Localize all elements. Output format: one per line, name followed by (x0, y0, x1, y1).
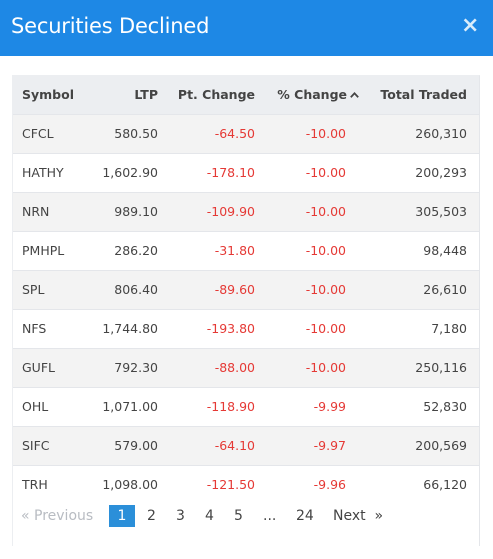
cell-pct-change: -10.00 (305, 204, 346, 219)
pagination-previous[interactable]: « Previous (21, 508, 94, 524)
cell-ltp: 1,071.00 (102, 399, 158, 414)
cell-pct-change: -9.96 (313, 477, 346, 493)
securities-table-panel: Symbol LTP Pt. Change % Change Total Tra… (12, 75, 480, 546)
column-header-pt-change[interactable]: Pt. Change (177, 87, 255, 103)
table-row[interactable]: SPL 806.40 -89.60 -10.00 26,610 (13, 270, 479, 309)
cell-ltp: 792.30 (114, 360, 158, 375)
cell-pt-change: -121.50 (206, 477, 255, 493)
cell-total-traded: 250,116 (415, 360, 467, 375)
pagination: « Previous 1 2 3 4 5 ... 24 Next » (12, 505, 478, 527)
cell-pct-change: -9.97 (313, 438, 346, 453)
table-row[interactable]: OHL 1,071.00 -118.90 -9.99 52,830 (13, 387, 479, 426)
column-header-ltp[interactable]: LTP (134, 87, 158, 103)
pagination-page-4[interactable]: 4 (205, 508, 214, 524)
cell-ltp: 286.20 (114, 243, 158, 258)
pagination-page-1[interactable]: 1 (109, 505, 135, 527)
column-header-total-traded[interactable]: Total Traded (380, 87, 467, 103)
cell-pct-change: -10.00 (305, 321, 346, 336)
cell-pct-change: -10.00 (305, 360, 346, 375)
cell-total-traded: 98,448 (423, 243, 467, 258)
table-row[interactable]: GUFL 792.30 -88.00 -10.00 250,116 (13, 348, 479, 387)
column-header-pct-change[interactable]: % Change (255, 76, 359, 114)
cell-ltp: 806.40 (114, 282, 158, 297)
table-body: CFCL 580.50 -64.50 -10.00 260,310 HATHY 1,602.… (13, 114, 479, 504)
table-row[interactable]: PMHPL 286.20 -31.80 -10.00 98,448 (13, 231, 479, 270)
pagination-page-3[interactable]: 3 (176, 508, 185, 524)
cell-pct-change: -10.00 (305, 243, 346, 258)
cell-symbol: PMHPL (22, 243, 65, 258)
cell-symbol: SIFC (22, 438, 50, 453)
modal-title: Securities Declined (11, 14, 210, 38)
pagination-page-last[interactable]: 24 (296, 508, 314, 524)
table-row[interactable]: HATHY 1,602.90 -178.10 -10.00 200,293 (13, 153, 479, 192)
pagination-page-5[interactable]: 5 (234, 508, 243, 524)
cell-symbol: NRN (22, 204, 50, 219)
column-header-pct-change-label: % Change (277, 87, 347, 103)
cell-ltp: 579.00 (114, 438, 158, 453)
cell-pt-change: -178.10 (206, 165, 255, 180)
pagination-ellipsis: ... (263, 508, 277, 524)
close-icon[interactable]: × (461, 13, 480, 38)
table-row[interactable]: SIFC 579.00 -64.10 -9.97 200,569 (13, 426, 479, 465)
cell-total-traded: 305,503 (415, 204, 467, 219)
cell-ltp: 1,744.80 (102, 321, 158, 336)
column-header-symbol[interactable]: Symbol (22, 87, 74, 103)
cell-ltp: 989.10 (114, 204, 158, 219)
pagination-page-2[interactable]: 2 (147, 508, 156, 524)
cell-total-traded: 260,310 (415, 126, 467, 141)
cell-pt-change: -64.50 (214, 126, 255, 141)
cell-symbol: GUFL (22, 360, 55, 375)
cell-pct-change: -10.00 (305, 126, 346, 141)
cell-total-traded: 52,830 (423, 399, 467, 414)
cell-pt-change: -193.80 (206, 321, 255, 336)
cell-total-traded: 200,293 (415, 165, 467, 180)
cell-symbol: SPL (22, 282, 45, 297)
cell-symbol: HATHY (22, 165, 64, 180)
modal-header: Securities Declined × (0, 0, 493, 56)
table-row[interactable]: TRH 1,098.00 -121.50 -9.96 66,120 (13, 465, 479, 504)
table-row[interactable]: NFS 1,744.80 -193.80 -10.00 7,180 (13, 309, 479, 348)
cell-symbol: CFCL (22, 126, 54, 141)
cell-ltp: 1,602.90 (102, 165, 158, 180)
cell-pt-change: -109.90 (206, 204, 255, 219)
cell-pt-change: -89.60 (214, 282, 255, 297)
cell-total-traded: 26,610 (423, 282, 467, 297)
cell-pt-change: -64.10 (214, 438, 255, 453)
securities-table: Symbol LTP Pt. Change % Change Total Tra… (13, 76, 479, 504)
cell-pt-change: -88.00 (214, 360, 255, 375)
cell-ltp: 1,098.00 (102, 477, 158, 493)
cell-pt-change: -118.90 (206, 399, 255, 414)
cell-pct-change: -9.99 (313, 399, 346, 414)
cell-pt-change: -31.80 (214, 243, 255, 258)
cell-total-traded: 7,180 (431, 321, 467, 336)
cell-symbol: NFS (22, 321, 47, 336)
cell-pct-change: -10.00 (305, 165, 346, 180)
table-row[interactable]: NRN 989.10 -109.90 -10.00 305,503 (13, 192, 479, 231)
cell-total-traded: 200,569 (415, 438, 467, 453)
cell-symbol: OHL (22, 399, 49, 414)
cell-ltp: 580.50 (114, 126, 158, 141)
table-row[interactable]: CFCL 580.50 -64.50 -10.00 260,310 (13, 114, 479, 153)
caret-up-icon (350, 90, 359, 101)
table-header-row: Symbol LTP Pt. Change % Change Total Tra… (13, 76, 479, 114)
cell-pct-change: -10.00 (305, 282, 346, 297)
pagination-next[interactable]: Next » (333, 508, 384, 524)
cell-symbol: TRH (22, 477, 48, 493)
cell-total-traded: 66,120 (423, 477, 467, 493)
